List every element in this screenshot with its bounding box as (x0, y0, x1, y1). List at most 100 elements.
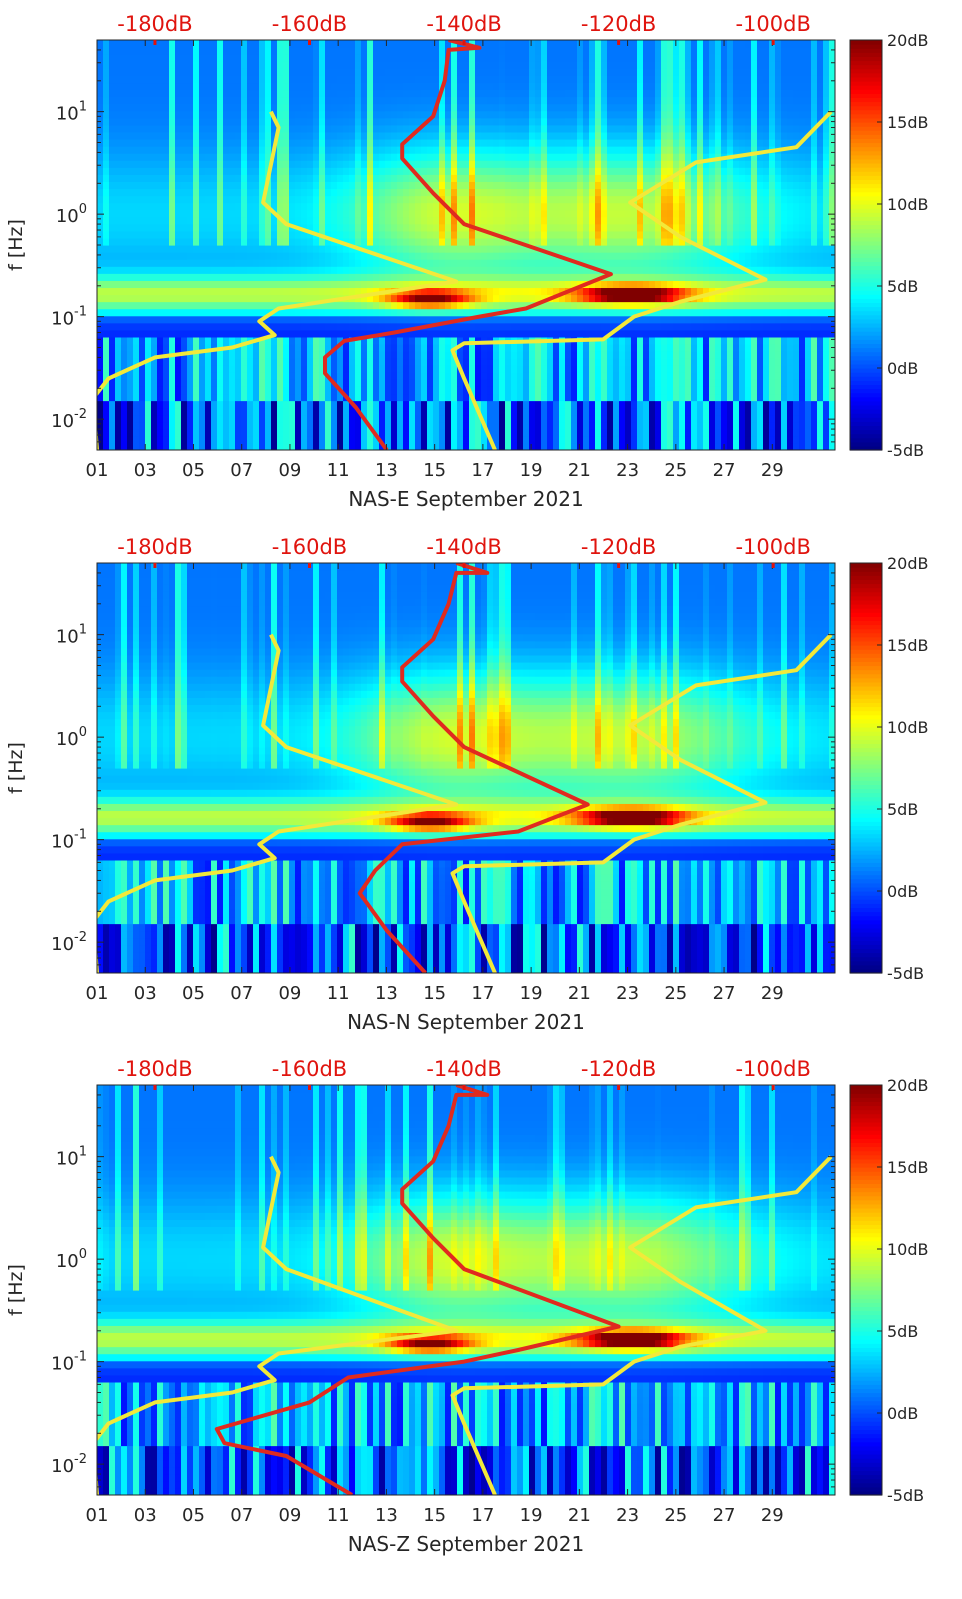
x-tick-label: 17 (471, 460, 494, 481)
x-tick-label: 13 (375, 983, 398, 1004)
y-tick-label: 101 (56, 623, 87, 648)
x-tick-label: 01 (86, 1505, 109, 1526)
x-tick-label: 09 (278, 1505, 301, 1526)
y-tick-label: 10-1 (51, 1350, 87, 1375)
y-tick-label: 10-1 (51, 828, 87, 853)
x-tick-label: 05 (182, 983, 205, 1004)
spectrogram-image (97, 40, 835, 450)
x-tick-label: 05 (182, 1505, 205, 1526)
colorbar-tick-label: 20dB (887, 1076, 929, 1095)
top-axis-tick-label: -120dB (581, 1057, 656, 1081)
colorbar-tick-label: 0dB (887, 882, 918, 901)
spectrogram-image (97, 563, 835, 973)
x-tick-label: 23 (616, 1505, 639, 1526)
x-tick-label: 13 (375, 1505, 398, 1526)
top-axis-tick-label: -120dB (581, 12, 656, 36)
spectrogram-panel-1: 01 03 05 07 09 11 13 15 17 19 21 23 25 27 29 -180dB -160… (5, 12, 929, 511)
y-tick-label: 100 (56, 1247, 87, 1272)
top-axis-tick-label: -160dB (272, 12, 347, 36)
colorbar-tick-label: -5dB (887, 1486, 924, 1505)
x-tick-label: 03 (134, 1505, 157, 1526)
y-tick-label: 100 (56, 725, 87, 750)
series-line-1 (97, 633, 459, 973)
x-tick-label: 05 (182, 460, 205, 481)
x-tick-label: 11 (327, 983, 350, 1004)
top-axis-tick-label: -140dB (426, 12, 501, 36)
colorbar: 20dB 15dB 10dB 5dB 0dB -5dB (849, 31, 929, 460)
y-axis-label: f [Hz] (5, 742, 27, 794)
series-line-1 (97, 1155, 459, 1495)
x-tick-label: 27 (713, 983, 736, 1004)
x-tick-label: 23 (616, 460, 639, 481)
y-tick-label: 101 (56, 100, 87, 125)
x-tick-label: 09 (278, 460, 301, 481)
spectrogram-image (97, 1085, 835, 1495)
top-axis-tick-label: -120dB (581, 535, 656, 559)
x-tick-label: 17 (471, 983, 494, 1004)
series-line-3 (357, 563, 590, 973)
top-axis-tick-label: -100dB (735, 12, 810, 36)
y-tick-label: 10-2 (51, 1452, 87, 1477)
x-tick-label: 21 (568, 983, 591, 1004)
x-tick-label: 07 (230, 1505, 253, 1526)
x-tick-label: 29 (761, 983, 784, 1004)
colorbar-tick-label: 0dB (887, 359, 918, 378)
top-axis-tick-label: -160dB (272, 535, 347, 559)
x-tick-label: 25 (664, 1505, 687, 1526)
spectrogram-panel-2: 01 03 05 07 09 11 13 15 17 19 21 23 25 27 29 -180dB -160… (5, 535, 929, 1034)
series-line-2 (450, 110, 833, 450)
x-tick-label: 13 (375, 460, 398, 481)
x-tick-label: 25 (664, 460, 687, 481)
top-axis-tick-label: -180dB (117, 12, 192, 36)
x-tick-label: 07 (230, 460, 253, 481)
series-line-2 (450, 1155, 833, 1495)
y-axis-label: f [Hz] (5, 219, 27, 271)
colorbar-tick-label: 20dB (887, 31, 929, 50)
x-tick-label: 19 (520, 1505, 543, 1526)
y-tick-label: 10-1 (51, 305, 87, 330)
x-tick-label: 09 (278, 983, 301, 1004)
y-axis-label: f [Hz] (5, 1264, 27, 1316)
y-tick-label: 10-2 (51, 930, 87, 955)
top-axis-tick-label: -100dB (735, 535, 810, 559)
colorbar-tick-label: -5dB (887, 441, 924, 460)
top-axis-tick-label: -140dB (426, 1057, 501, 1081)
colorbar-tick-label: 5dB (887, 1322, 918, 1341)
x-tick-label: 25 (664, 983, 687, 1004)
colorbar-tick-label: 0dB (887, 1404, 918, 1423)
x-tick-label: 29 (761, 460, 784, 481)
colorbar-tick-label: -5dB (887, 964, 924, 983)
top-axis-tick-label: -180dB (117, 535, 192, 559)
colorbar-tick-label: 15dB (887, 1158, 929, 1177)
top-axis-tick-label: -180dB (117, 1057, 192, 1081)
x-tick-label: 01 (86, 460, 109, 481)
x-tick-label: 15 (423, 1505, 446, 1526)
colorbar-tick-label: 10dB (887, 1240, 929, 1259)
colorbar-tick-label: 5dB (887, 800, 918, 819)
colorbar-tick-label: 10dB (887, 718, 929, 737)
colorbar-tick-label: 20dB (887, 554, 929, 573)
y-tick-label: 10-2 (51, 407, 87, 432)
series-line-1 (97, 110, 459, 450)
x-tick-label: 03 (134, 460, 157, 481)
x-axis-label: NAS-E September 2021 (348, 487, 583, 511)
x-tick-label: 07 (230, 983, 253, 1004)
series-line-3 (214, 1085, 621, 1495)
colorbar-tick-label: 5dB (887, 277, 918, 296)
x-tick-label: 19 (520, 983, 543, 1004)
series-line-2 (450, 633, 833, 973)
colorbar: 20dB 15dB 10dB 5dB 0dB -5dB (849, 554, 929, 983)
x-tick-label: 27 (713, 1505, 736, 1526)
colorbar: 20dB 15dB 10dB 5dB 0dB -5dB (849, 1076, 929, 1505)
x-tick-label: 19 (520, 460, 543, 481)
x-tick-label: 11 (327, 1505, 350, 1526)
x-tick-label: 15 (423, 460, 446, 481)
colorbar-tick-label: 15dB (887, 636, 929, 655)
x-tick-label: 01 (86, 983, 109, 1004)
series-line-3 (323, 40, 613, 450)
colorbar-tick-label: 10dB (887, 195, 929, 214)
y-tick-label: 100 (56, 202, 87, 227)
x-axis-label: NAS-N September 2021 (347, 1010, 585, 1034)
spectrogram-panel-3: 01 03 05 07 09 11 13 15 17 19 21 23 25 27 29 -180dB -160… (5, 1057, 929, 1556)
